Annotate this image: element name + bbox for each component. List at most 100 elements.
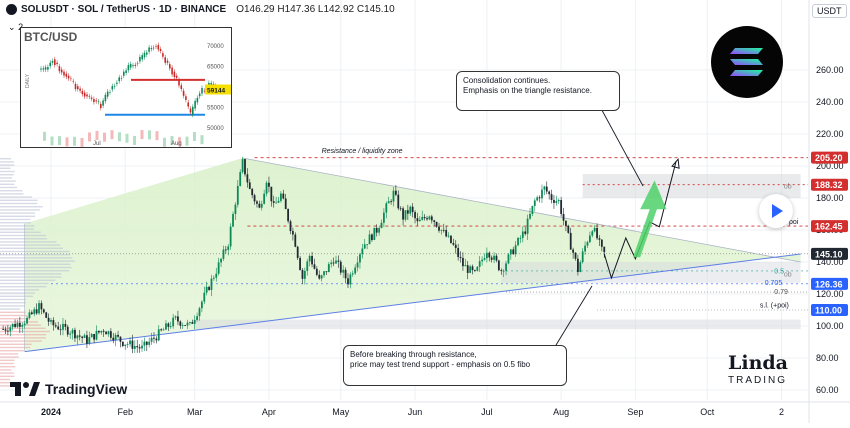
- candle: [438, 226, 440, 231]
- inset-candle: [72, 81, 74, 82]
- candle: [210, 278, 213, 290]
- candle: [28, 312, 31, 318]
- candle: [162, 329, 165, 331]
- candle: [150, 337, 153, 342]
- candle: [224, 249, 227, 251]
- candle: [416, 218, 419, 222]
- volume-profile-bar: [0, 238, 48, 240]
- candle: [490, 257, 493, 260]
- candle: [485, 252, 488, 259]
- volume-profile-bar: [0, 378, 11, 381]
- candle: [481, 259, 483, 262]
- volume-profile-bar: [0, 311, 26, 313]
- candle: [172, 317, 175, 327]
- play-button[interactable]: [759, 194, 793, 228]
- candle: [320, 275, 323, 279]
- volume-profile-bar: [0, 260, 75, 262]
- candle: [536, 197, 539, 201]
- candle: [35, 309, 38, 314]
- symbol-line[interactable]: SOLUSDT · SOL / TetherUS · 1D · BINANCE: [21, 4, 227, 15]
- volume-profile-bar: [0, 263, 71, 265]
- inset-candle: [116, 82, 118, 84]
- candle: [526, 218, 529, 234]
- price-tick-label: 60.00: [816, 385, 839, 395]
- candle: [117, 334, 119, 337]
- candle: [93, 334, 96, 340]
- candle: [299, 257, 301, 270]
- candle: [447, 235, 450, 237]
- candle: [493, 255, 495, 260]
- volume-profile-bar: [0, 286, 47, 288]
- candle: [500, 270, 503, 271]
- inset-volume-bar: [103, 132, 106, 142]
- candle: [375, 227, 378, 233]
- candle: [272, 201, 275, 203]
- volume-profile-bar: [0, 174, 14, 176]
- volume-profile-bar: [0, 318, 30, 320]
- inset-candle: [42, 68, 45, 70]
- volume-profile-bar: [0, 337, 47, 339]
- candle: [124, 344, 127, 347]
- inset-candle: [86, 94, 88, 97]
- inset-volume-bar: [170, 136, 174, 146]
- inset-volume-bar: [155, 131, 159, 141]
- inset-candle: [104, 94, 107, 102]
- candle: [241, 159, 244, 173]
- price-tick-label: 220.00: [816, 129, 844, 139]
- fib-05-label: 0.5: [774, 269, 784, 276]
- inset-candle: [77, 86, 79, 90]
- candle: [287, 209, 290, 222]
- volume-profile-bar: [0, 292, 36, 294]
- callout-line-2: price may test trend support - emphasis …: [350, 360, 531, 369]
- inset-candle: [210, 83, 212, 86]
- price-axis-bg: [809, 0, 850, 423]
- inset-candle: [118, 77, 120, 82]
- volume-profile-bar: [0, 385, 14, 387]
- candle: [452, 242, 455, 245]
- inset-candle: [155, 46, 157, 47]
- candle: [174, 316, 177, 318]
- candle: [157, 329, 160, 341]
- candle: [38, 303, 40, 314]
- currency-badge[interactable]: USDT: [812, 4, 847, 18]
- candle: [121, 341, 124, 347]
- symbol-header: SOLUSDT · SOL / TetherUS · 1D · BINANCE …: [6, 4, 395, 15]
- candle: [107, 331, 110, 335]
- inset-candle: [93, 98, 95, 103]
- inset-candle: [120, 77, 123, 79]
- candle: [325, 271, 328, 273]
- ohlc-values: O146.29 H147.36 L142.92 C145.10: [236, 4, 395, 15]
- volume-profile-bar: [0, 327, 46, 329]
- candle: [9, 327, 12, 332]
- inset-candle: [182, 90, 185, 96]
- candle: [464, 265, 467, 267]
- price-label-text: 126.36: [815, 279, 843, 289]
- inset-candle: [90, 97, 93, 99]
- price-label-badge: [811, 178, 848, 191]
- inset-candle: [178, 79, 180, 86]
- inset-candle: [141, 55, 143, 60]
- volume-profile-bar: [0, 183, 15, 185]
- price-label-badge: [811, 220, 848, 233]
- volume-profile: [0, 158, 75, 387]
- inset-candle: [83, 92, 86, 97]
- author-watermark: Linda TRADING: [712, 352, 800, 388]
- volume-profile-bar: [0, 247, 63, 249]
- projection-arrowhead: [671, 158, 680, 169]
- inset-candle: [175, 75, 178, 78]
- volume-profile-bar: [0, 359, 15, 361]
- candle: [478, 261, 481, 267]
- candle: [555, 201, 558, 203]
- candle: [105, 331, 107, 335]
- volume-profile-bar: [0, 158, 12, 160]
- candle: [349, 274, 352, 285]
- candle: [488, 252, 491, 258]
- candle: [339, 261, 342, 273]
- candle: [109, 331, 112, 338]
- candle: [392, 190, 395, 202]
- volume-profile-bar: [0, 340, 42, 342]
- candle: [169, 326, 172, 328]
- time-tick-label: 2: [779, 407, 784, 417]
